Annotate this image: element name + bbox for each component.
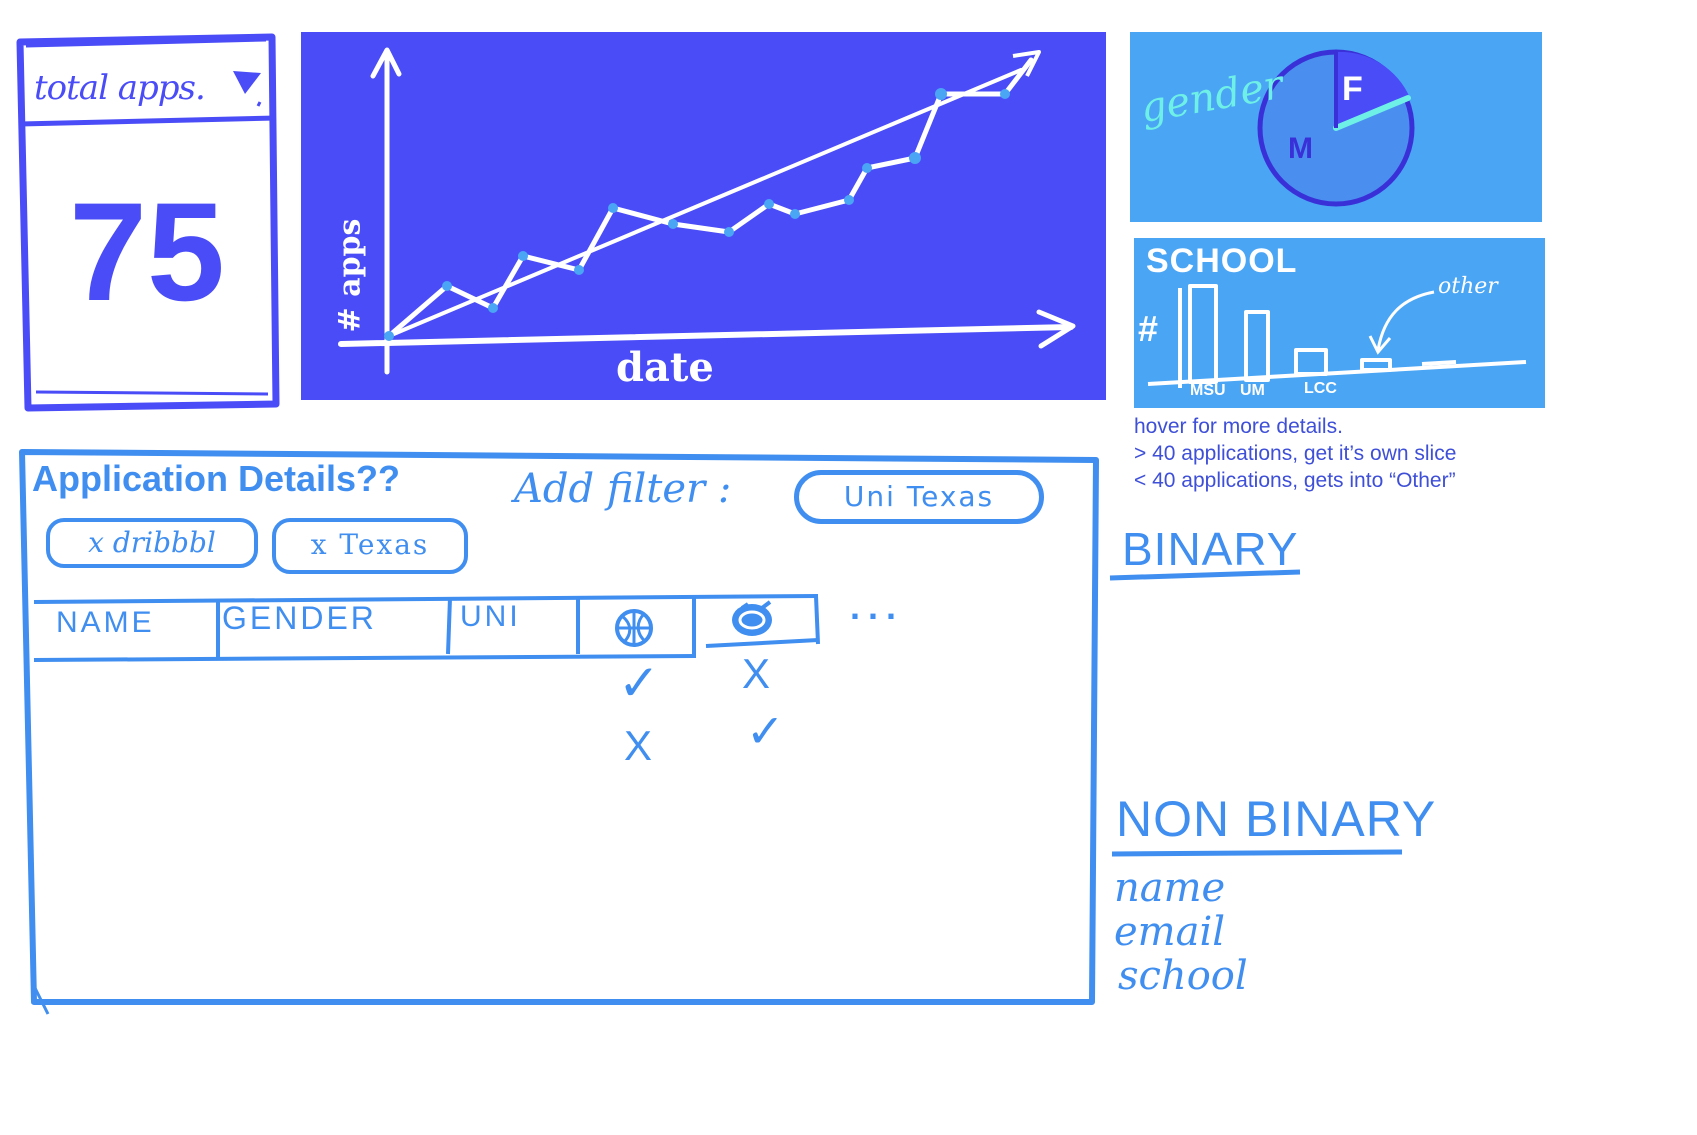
line-chart-canvas (338, 47, 1076, 375)
bar-um (1244, 310, 1270, 382)
data-point (574, 265, 584, 275)
bar-label-um: UM (1240, 382, 1265, 399)
other-rule-note: < 40 applications, gets into “Other” (1134, 469, 1456, 492)
total-card-label: total apps. (34, 68, 206, 108)
school-bar-chart (1147, 284, 1527, 388)
school-label: SCHOOL (1146, 242, 1298, 280)
filter-chip-dribbble[interactable]: x dribbbl (46, 518, 258, 568)
row1-col5-x: X (742, 650, 771, 697)
hover-note: hover for more details. (1134, 415, 1343, 438)
column-header-gender[interactable]: GENDER (222, 600, 377, 636)
dropdown-triangle-icon[interactable] (231, 68, 263, 96)
data-point (518, 251, 528, 261)
filter-chip-texas[interactable]: x Texas (272, 518, 468, 574)
row2-col5-check: ✓ (746, 704, 785, 758)
nonbinary-heading: NON BINARY (1116, 791, 1437, 847)
data-point (442, 281, 452, 291)
binary-underline (1109, 569, 1301, 581)
filter-input[interactable]: Uni Texas (794, 470, 1044, 524)
pie-slice-f (1336, 51, 1410, 128)
nonbinary-field-name: name (1114, 865, 1226, 911)
column-header-name[interactable]: NAME (56, 606, 155, 639)
total-apps-card[interactable]: total apps. 75 (14, 32, 280, 412)
nonbinary-field-school: school (1118, 953, 1248, 999)
nonbinary-underline (1111, 849, 1403, 857)
school-bar-card[interactable]: SCHOOL # MSU UM LCC other (1134, 238, 1545, 408)
slice-rule-note: > 40 applications, get it’s own slice (1134, 442, 1457, 465)
bar-label-msu: MSU (1190, 382, 1226, 399)
basketball-icon[interactable] (612, 606, 656, 650)
data-point (384, 331, 394, 341)
table-header-grid (33, 594, 820, 662)
bar-msu (1188, 284, 1218, 384)
other-annotation: other (1438, 274, 1498, 299)
binary-heading: BINARY (1122, 523, 1299, 575)
gender-pie-chart (1257, 49, 1415, 207)
total-apps-value: 75 (69, 173, 225, 330)
school-axis-label: # (1138, 308, 1159, 349)
chart-x-label: date (616, 344, 714, 391)
bar-small (1421, 360, 1457, 366)
bar-label-lcc: LCC (1304, 380, 1337, 397)
chart-y-label: # apps (332, 218, 368, 333)
row2-col4-x: X (624, 722, 653, 769)
data-point (790, 209, 800, 219)
add-filter-label: Add filter : (514, 466, 732, 512)
details-title: Application Details?? (32, 458, 401, 499)
more-columns-ellipsis[interactable]: ... (850, 586, 905, 627)
gender-pie-card[interactable]: gender F M (1130, 32, 1542, 222)
applications-line-chart[interactable]: # apps date (301, 32, 1106, 400)
details-frame (19, 449, 1099, 1015)
column-header-uni[interactable]: UNI (460, 600, 521, 633)
data-point (935, 88, 947, 100)
data-point (724, 227, 734, 237)
pie-label-m: M (1288, 132, 1313, 165)
data-point (764, 199, 774, 209)
nonbinary-field-email: email (1114, 909, 1226, 955)
data-point (1000, 89, 1010, 99)
pie-label-f: F (1342, 70, 1363, 108)
dribbble-icon[interactable] (724, 598, 780, 642)
bar-lcc (1294, 348, 1328, 376)
bar-other (1360, 358, 1392, 372)
data-point (862, 163, 872, 173)
data-point (844, 195, 854, 205)
row1-col4-check: ✓ (618, 654, 660, 712)
data-point (488, 303, 498, 313)
data-point (909, 152, 921, 164)
application-details-panel: Application Details?? Add filter : Uni T… (18, 446, 1100, 1016)
data-point (608, 203, 618, 213)
total-card-frame (16, 33, 280, 412)
data-point (668, 219, 678, 229)
